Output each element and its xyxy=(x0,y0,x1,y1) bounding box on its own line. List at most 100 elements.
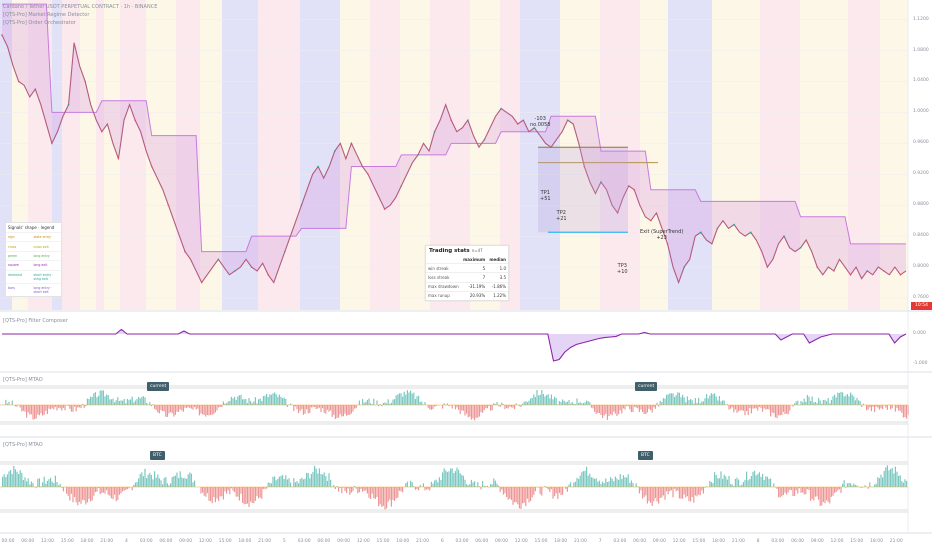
mtao-bar xyxy=(478,486,480,487)
mtao-bar xyxy=(206,487,208,494)
mtao-bar xyxy=(656,487,658,502)
mtao-bar xyxy=(96,487,98,492)
mtao-bar xyxy=(499,487,501,493)
mtao-bar xyxy=(416,396,418,405)
mtao-bar xyxy=(459,405,461,414)
mtao-bar xyxy=(654,487,656,499)
mtao-bar xyxy=(234,396,236,405)
mtao-bar xyxy=(562,399,564,405)
mtao-bar xyxy=(62,405,64,408)
mtao-bar xyxy=(40,405,42,414)
mtao-bar xyxy=(416,487,418,490)
regime-band xyxy=(52,0,62,310)
mtao-bar xyxy=(794,403,796,405)
mtao-bar xyxy=(843,480,845,487)
mtao-bar xyxy=(658,487,660,504)
time-tick-label: 21:00 xyxy=(731,539,745,544)
mtao-bar xyxy=(126,487,128,490)
mtao-bar xyxy=(709,395,711,405)
mtao-bar xyxy=(837,392,839,405)
mtao-bar xyxy=(512,405,514,408)
mtao-bar xyxy=(822,399,824,405)
tag-current-2: current xyxy=(635,382,658,391)
mtao-bar xyxy=(224,403,226,405)
mtao-bar xyxy=(446,472,448,487)
mtao-bar xyxy=(8,401,10,405)
mtao-bar xyxy=(205,487,207,497)
mtao-bar xyxy=(808,487,810,490)
mtao-bar xyxy=(714,472,716,487)
mtao-bar xyxy=(139,474,141,487)
mtao-bar xyxy=(181,405,183,411)
mtao-bar xyxy=(389,403,391,405)
mtao-bar xyxy=(816,487,818,497)
mtao-bar xyxy=(613,405,615,412)
mtao-bar xyxy=(826,487,828,501)
mtao-bar xyxy=(317,405,319,409)
mtao-bar xyxy=(821,403,823,405)
mtao-bar xyxy=(400,487,402,492)
mtao-bar xyxy=(229,400,231,405)
price-point xyxy=(101,130,103,133)
trading-stats-table: Trading stats n=47 maximum median win stre… xyxy=(425,245,509,301)
filter-line xyxy=(2,328,907,362)
mtao-bar xyxy=(266,393,268,405)
mtao-bar xyxy=(355,487,357,489)
mtao-bar xyxy=(706,394,708,405)
mtao-bar xyxy=(670,393,672,405)
mtao-bar xyxy=(254,487,256,501)
legend-row: sign state entry xyxy=(6,232,61,241)
mtao-bar xyxy=(62,487,64,492)
mtao-bar xyxy=(814,487,816,497)
mtao-bar xyxy=(198,405,200,416)
mtao-bar xyxy=(446,403,448,405)
price-point xyxy=(417,154,419,156)
mtao-bar xyxy=(35,487,37,488)
mtao-bar xyxy=(250,400,252,405)
mtao-bar xyxy=(901,405,903,413)
mtao-bar xyxy=(400,393,402,405)
mtao-bar xyxy=(658,405,660,407)
mtao-bar xyxy=(85,487,87,505)
mtao-bar xyxy=(637,486,639,487)
mtao-bar xyxy=(518,487,520,509)
mtao-bar xyxy=(163,477,165,487)
mtao-bar xyxy=(581,472,583,487)
tp1-label: TP1 +51 xyxy=(540,190,551,202)
mtao-bar xyxy=(541,390,543,405)
mtao-bar xyxy=(413,486,415,487)
mtao-bar xyxy=(470,479,472,487)
mtao-bar xyxy=(906,480,908,487)
mtao-bar xyxy=(470,405,472,420)
mtao-bar xyxy=(264,395,266,405)
mtao-bar xyxy=(354,405,356,409)
mtao-bar xyxy=(902,405,904,418)
mtao-bar xyxy=(435,479,437,487)
mtao-bar xyxy=(237,396,239,405)
mtao-bar xyxy=(565,487,567,489)
mtao-bar xyxy=(158,478,160,487)
mtao-bar xyxy=(14,469,16,487)
mtao-bar xyxy=(822,487,824,502)
mtao-bar xyxy=(478,405,480,417)
mtao-bar xyxy=(861,405,863,407)
mtao-bar xyxy=(270,394,272,405)
price-point xyxy=(716,227,719,230)
mtao-bar xyxy=(315,468,317,487)
mtao-bar xyxy=(794,487,796,496)
time-tick-label: 7 xyxy=(598,539,602,544)
mtao-bar xyxy=(30,405,32,415)
mtao-bar xyxy=(584,402,586,405)
mtao-bar xyxy=(430,481,432,487)
mtao-bar xyxy=(472,482,474,487)
mtao-bar xyxy=(483,485,485,487)
mtao-bar xyxy=(808,396,810,405)
mtao-bar xyxy=(299,478,301,487)
mtao-bar xyxy=(682,487,684,499)
mtao-bar xyxy=(138,478,140,487)
mtao-bar xyxy=(456,467,458,487)
mtao-bar xyxy=(659,400,661,405)
mtao-bar xyxy=(35,405,37,419)
mtao-bar xyxy=(573,403,575,405)
mtao-bar xyxy=(787,487,789,493)
